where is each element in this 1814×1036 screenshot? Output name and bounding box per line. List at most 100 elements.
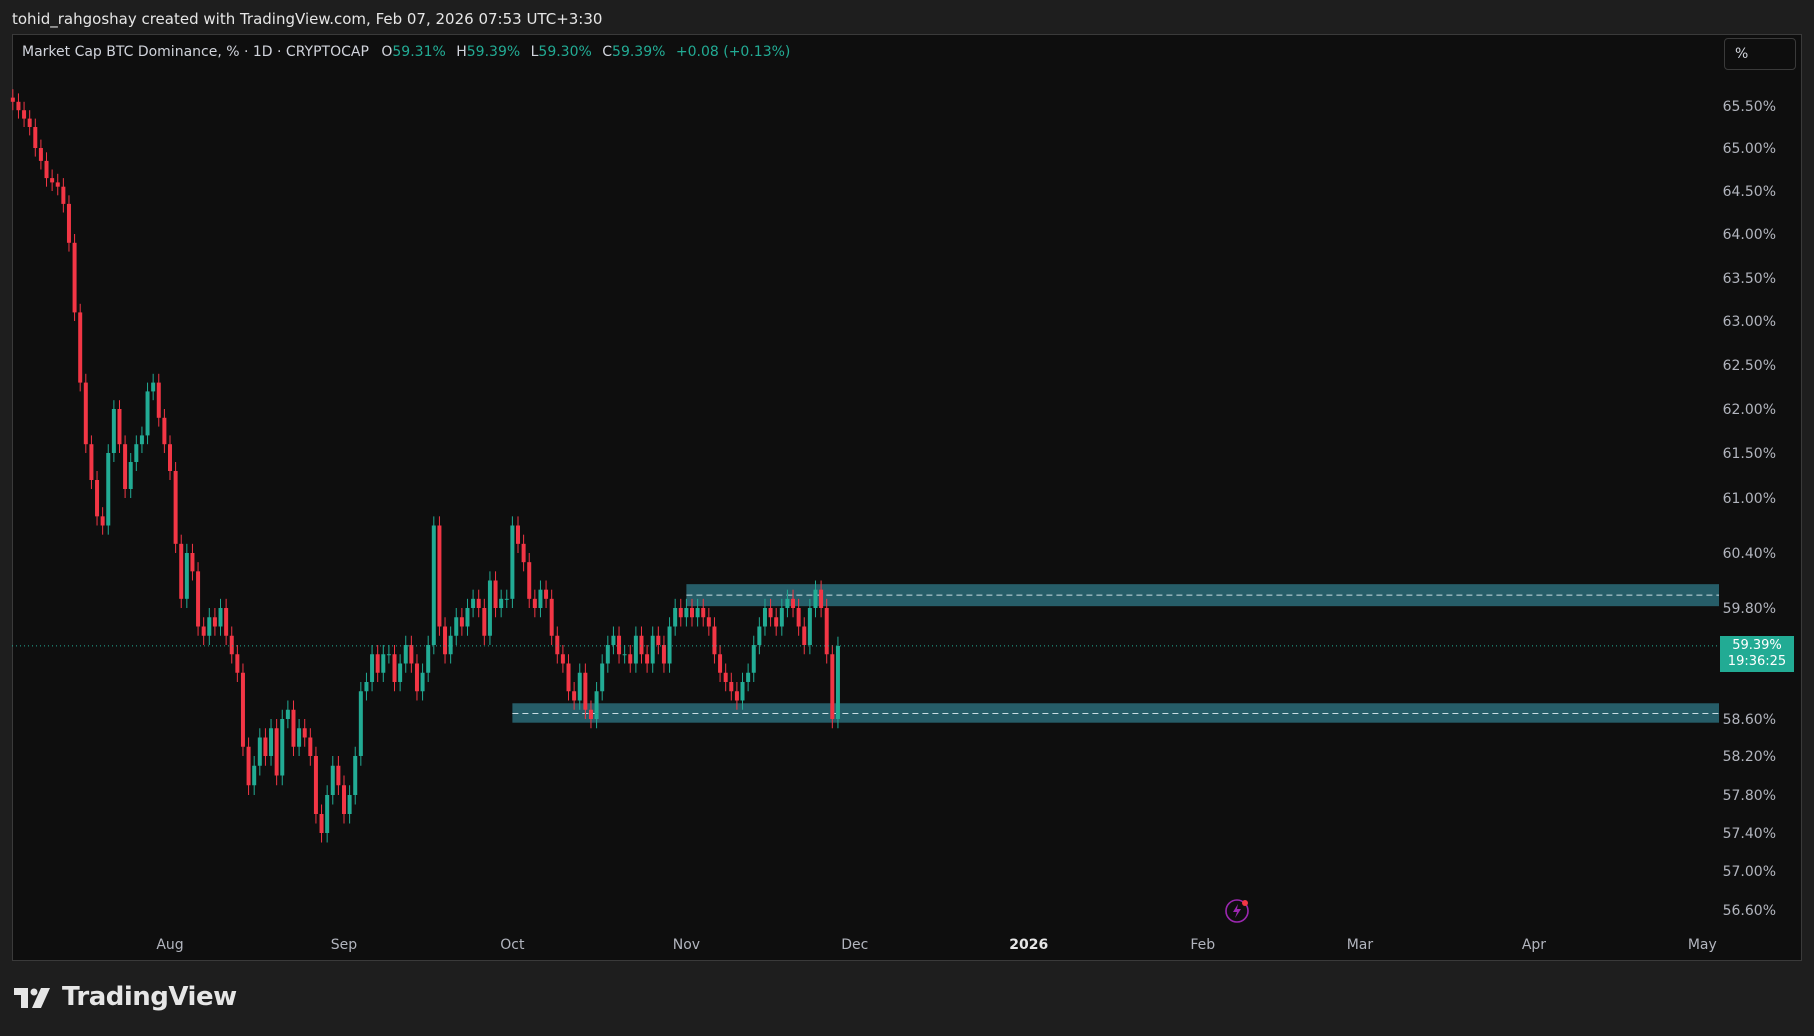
candle-body	[740, 682, 745, 701]
price-axis[interactable]: 65.50% 65.00% 64.50% 64.00% 63.50% 63.00% 62.5…	[1723, 99, 1776, 919]
candle	[156, 373, 161, 427]
x-tick-label: Feb	[1190, 937, 1215, 953]
candle-body	[459, 617, 464, 627]
candle	[802, 617, 807, 655]
candle	[684, 598, 689, 627]
candle	[10, 89, 15, 111]
candle	[392, 645, 397, 692]
candle-body	[678, 608, 683, 618]
candle-body	[184, 553, 189, 599]
tradingview-logo-icon[interactable]	[14, 988, 54, 1014]
candle-body	[667, 626, 672, 664]
candle-body	[235, 654, 240, 673]
candlestick-chart[interactable]: 65.50% 65.00% 64.50% 64.00% 63.50% 63.00% 62.5…	[0, 0, 1814, 962]
percent-scale-button[interactable]: %	[1724, 38, 1796, 70]
candle-body	[207, 617, 212, 636]
candle-body	[830, 654, 835, 719]
y-tick-label: 57.40%	[1723, 826, 1776, 842]
candle	[830, 645, 835, 729]
y-tick-label: 65.00%	[1723, 141, 1776, 157]
lightning-icon[interactable]	[1224, 896, 1252, 928]
candle-body	[549, 598, 554, 636]
chart-pane[interactable]	[12, 34, 1802, 961]
candle	[499, 589, 504, 618]
candle	[297, 719, 302, 756]
candle	[224, 598, 229, 645]
candle-body	[89, 444, 94, 480]
time-axis[interactable]: Aug Sep Oct Nov Dec 2026 Feb Mar Apr May	[156, 937, 1716, 953]
candle-body	[55, 182, 60, 187]
candle-body	[622, 654, 627, 656]
candle	[431, 516, 436, 655]
y-tick-label: 62.00%	[1723, 402, 1776, 418]
candle-body	[476, 598, 481, 608]
candle-body	[38, 148, 43, 161]
candle-body	[386, 654, 391, 656]
candle-body	[746, 672, 751, 682]
candle	[201, 617, 206, 645]
candle	[678, 598, 683, 627]
candle-body	[791, 598, 796, 608]
candle-body	[617, 635, 622, 655]
candle-body	[594, 691, 599, 719]
candle-body	[336, 765, 341, 786]
candle	[572, 682, 577, 710]
candle-body	[274, 728, 279, 776]
candle	[757, 617, 762, 655]
candle	[285, 700, 290, 729]
candle-body	[151, 382, 156, 392]
candle	[482, 598, 487, 645]
symbol-legend[interactable]: Market Cap BTC Dominance, % · 1D · CRYPT…	[22, 44, 790, 60]
candle-body	[600, 663, 605, 692]
y-tick-label: 58.20%	[1723, 749, 1776, 765]
candle-body	[628, 654, 633, 664]
candle	[807, 598, 812, 655]
candle	[89, 435, 94, 489]
candle	[673, 598, 678, 636]
candle-body	[566, 663, 571, 692]
candle-body	[179, 543, 184, 599]
candle-body	[454, 617, 459, 636]
candle-body	[443, 626, 448, 655]
close-label: C	[602, 44, 613, 60]
candle-body	[285, 709, 290, 719]
candle	[734, 682, 739, 710]
candle-body	[639, 635, 644, 655]
tradingview-logo-text[interactable]: TradingView	[62, 982, 237, 1012]
candle	[27, 110, 32, 136]
candle-body	[325, 795, 330, 833]
candle	[128, 453, 133, 498]
candle	[785, 589, 790, 618]
candle	[325, 785, 330, 843]
candle	[269, 719, 274, 766]
candle	[252, 756, 257, 795]
candle-body	[611, 635, 616, 645]
candle	[117, 400, 122, 453]
symbol-name: Market Cap BTC Dominance, % · 1D · CRYPT…	[22, 44, 369, 60]
candle-body	[313, 756, 318, 814]
candle	[471, 589, 476, 618]
candle	[386, 645, 391, 664]
candle-body	[252, 765, 257, 786]
candle-body	[656, 635, 661, 645]
candle-body	[499, 598, 504, 608]
candle-body	[302, 728, 307, 738]
candle-body	[66, 203, 71, 243]
candle-body	[196, 571, 201, 627]
candle	[538, 580, 543, 618]
candle-body	[437, 525, 442, 627]
candle-body	[560, 654, 565, 664]
candle	[398, 654, 403, 692]
candle-body	[111, 409, 116, 453]
candle-body	[44, 160, 49, 179]
candle	[212, 608, 217, 636]
y-tick-label: 61.50%	[1723, 446, 1776, 462]
candle-body	[61, 186, 66, 204]
candle-body	[504, 598, 509, 600]
y-tick-label: 60.40%	[1723, 546, 1776, 562]
x-tick-label: Nov	[673, 937, 700, 953]
candle	[751, 635, 756, 682]
candle-body	[555, 635, 560, 655]
resistance-zone[interactable]	[686, 584, 1719, 607]
candle-body	[718, 654, 723, 673]
